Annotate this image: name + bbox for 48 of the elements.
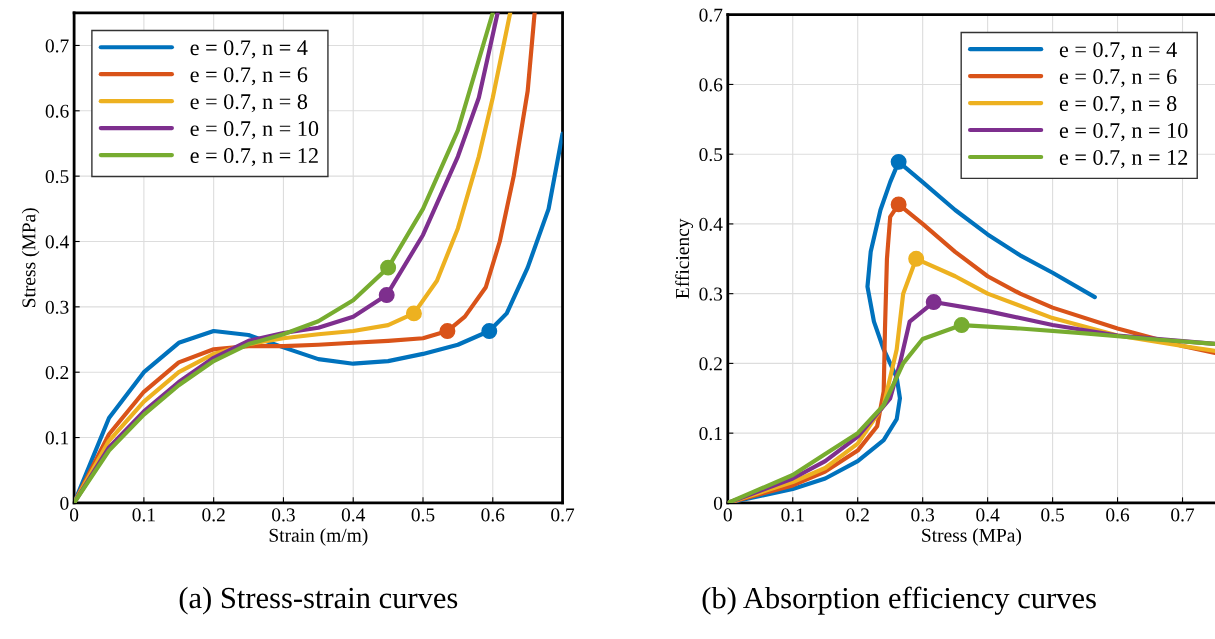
y-axis-title: Stress (MPa)	[21, 208, 40, 308]
legend-label: e = 0.7, n = 4	[1059, 42, 1177, 61]
legend-label: e = 0.7, n = 6	[190, 67, 308, 86]
y-tick-label: 0.5	[699, 148, 723, 162]
y-tick-label: 0	[713, 496, 723, 510]
text: (b) Absorption efficiency curves	[702, 586, 1096, 615]
y-tick-label: 0.4	[45, 235, 69, 249]
x-tick-label: 0.4	[341, 508, 366, 522]
x-axis-title: Strain (m/m)	[269, 528, 368, 546]
legend-label: e = 0.7, n = 12	[190, 148, 318, 167]
x-tick-label: 0.6	[481, 508, 505, 522]
text: (a) Stress-strain curves	[179, 586, 458, 615]
y-tick-label: 0.3	[699, 287, 723, 301]
x-tick-label: 0.4	[976, 508, 1000, 522]
y-axis-title: Efficiency	[675, 218, 694, 299]
y-tick-label: 0.3	[45, 300, 69, 314]
x-tick-label: 0.3	[272, 508, 295, 522]
x-tick-label: 0.2	[202, 508, 225, 522]
legend-label: e = 0.7, n = 4	[190, 40, 308, 59]
x-tick-label: 0	[723, 508, 732, 522]
y-tick-label: 0.2	[699, 357, 722, 371]
x-tick-label: 0.6	[1106, 508, 1130, 522]
x-tick-label: 0.5	[411, 508, 435, 522]
x-tick-label: 0.5	[1041, 508, 1064, 522]
x-tick-label: 0.3	[911, 508, 935, 522]
y-tick-label: 0.5	[45, 169, 69, 184]
y-tick-label: 0.4	[699, 217, 723, 231]
legend-label: e = 0.7, n = 12	[1059, 149, 1188, 169]
y-tick-label: 0.1	[45, 431, 69, 445]
y-tick-label: 0.7	[699, 8, 723, 22]
y-tick-label: 0.6	[45, 104, 69, 118]
x-tick-label: 0	[70, 508, 79, 522]
x-tick-label: 0.7	[551, 508, 575, 522]
y-tick-label: 0.7	[45, 39, 69, 53]
y-tick-label: 0.1	[699, 426, 722, 441]
x-axis-title: Stress (MPa)	[922, 528, 1022, 546]
x-tick-label: 0.1	[781, 508, 804, 522]
x-tick-label: 0.2	[846, 508, 869, 522]
legend-label: e = 0.7, n = 6	[1059, 69, 1177, 88]
x-tick-label: 0.1	[132, 508, 155, 522]
x-tick-label: 0.7	[1171, 508, 1195, 522]
y-tick-label: 0	[60, 496, 69, 510]
legend-label: e = 0.7, n = 10	[1059, 123, 1188, 142]
y-tick-label: 0.2	[45, 366, 69, 380]
legend-label: e = 0.7, n = 8	[190, 94, 308, 113]
legend-label: e = 0.7, n = 8	[1059, 96, 1177, 115]
legend-label: e = 0.7, n = 10	[190, 121, 319, 140]
y-tick-label: 0.6	[699, 78, 723, 92]
